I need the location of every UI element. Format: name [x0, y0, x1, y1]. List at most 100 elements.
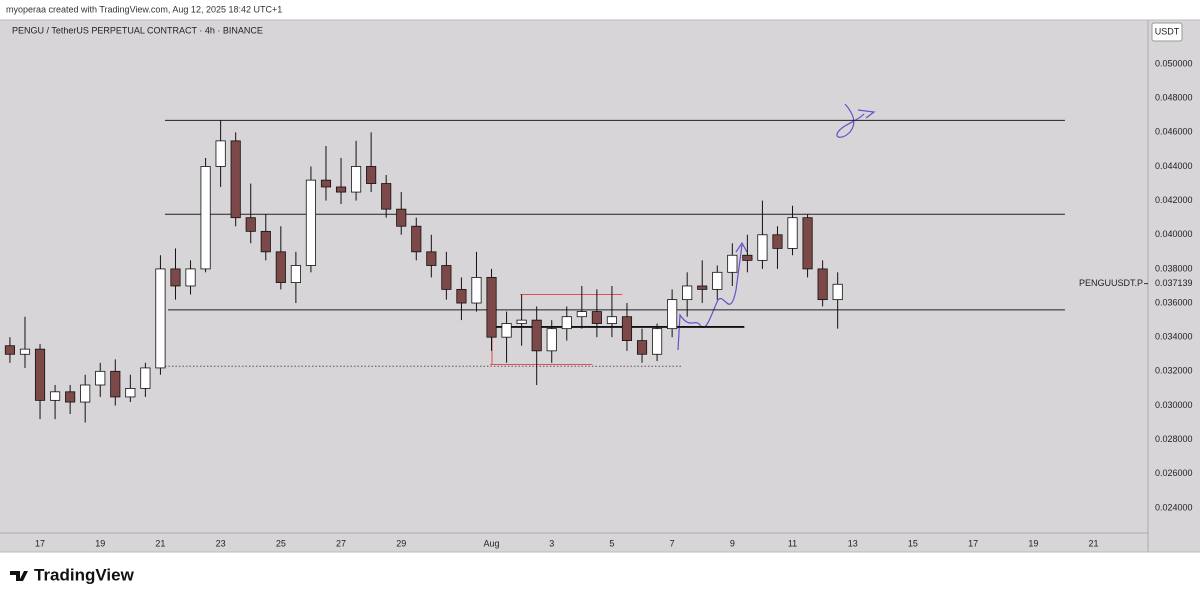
x-tick-label: 5: [609, 538, 614, 548]
x-tick-label: Aug: [484, 538, 500, 548]
candle-body: [531, 319, 542, 352]
candle-body: [396, 208, 407, 227]
candle-body: [757, 234, 768, 261]
candle-body: [290, 265, 301, 283]
candle-body: [832, 283, 843, 301]
candle-body: [742, 254, 753, 261]
x-tick-label: 23: [216, 538, 226, 548]
candle-body: [426, 251, 437, 266]
y-tick-label: 0.050000: [1155, 58, 1193, 68]
price-axis-background: [1148, 20, 1200, 552]
x-tick-label: 21: [1089, 538, 1099, 548]
x-tick-label: 13: [848, 538, 858, 548]
candle-body: [34, 348, 46, 401]
candle-body: [802, 217, 813, 270]
candle-body: [486, 277, 497, 338]
candle-body: [320, 179, 332, 188]
candle-body: [110, 370, 121, 398]
candle-body: [441, 265, 452, 290]
chart-title: PENGU / TetherUS PERPETUAL CONTRACT · 4h…: [12, 25, 263, 35]
y-tick-label: 0.032000: [1155, 366, 1193, 376]
x-tick-label: 19: [95, 538, 105, 548]
candle-body: [140, 367, 151, 389]
candle-body: [561, 316, 572, 330]
candle-body: [516, 319, 527, 324]
candle-body: [381, 183, 392, 210]
candle-body: [621, 316, 633, 342]
y-tick-label: 0.042000: [1155, 195, 1193, 205]
candle-body: [215, 140, 226, 167]
y-tick-label: 0.024000: [1155, 502, 1193, 512]
candle-body: [245, 217, 256, 232]
x-tick-label: 9: [730, 538, 735, 548]
header: myoperaa created with TradingView.com, A…: [6, 4, 282, 14]
candle-body: [4, 345, 15, 355]
x-tick-label: 27: [336, 538, 346, 548]
currency: USDT: [1155, 26, 1180, 36]
freehand-drawing: [836, 103, 876, 138]
candle-body: [411, 225, 422, 253]
symbol-label: PENGUUSDT.P: [1079, 278, 1143, 288]
x-tick-label: 11: [788, 538, 797, 548]
candle-body: [260, 230, 271, 253]
candle-body: [456, 288, 467, 304]
x-tick-label: 3: [549, 538, 554, 548]
candle-body: [576, 311, 587, 318]
candle-body: [366, 166, 377, 184]
candle-body: [50, 391, 61, 401]
candle-body: [80, 384, 91, 403]
candle-body: [95, 370, 106, 386]
y-tick-label: 0.048000: [1155, 93, 1193, 103]
y-tick-label: 0.028000: [1155, 434, 1193, 444]
x-tick-label: 7: [670, 538, 675, 548]
candle-body: [727, 254, 738, 273]
candle-body: [712, 271, 723, 290]
x-tick-label: 25: [276, 538, 286, 548]
candle-body: [606, 316, 617, 324]
candle-body: [471, 277, 482, 304]
candle-body: [697, 285, 708, 290]
logo-icon: [10, 571, 28, 581]
y-tick-label: 0.036000: [1155, 297, 1193, 307]
freehand-drawing: [677, 241, 748, 351]
candle-body: [275, 251, 286, 283]
y-tick-label: 0.038000: [1155, 263, 1193, 273]
x-tick-label: 21: [155, 538, 165, 548]
x-tick-label: 17: [35, 538, 45, 548]
y-tick-label: 0.030000: [1155, 400, 1193, 410]
candle-body: [351, 166, 362, 193]
logo: TradingView: [10, 565, 135, 584]
currency-box: [1151, 22, 1183, 42]
x-tick-label: 15: [908, 538, 918, 548]
last-price-label: 0.037139: [1155, 278, 1193, 288]
candle-body: [335, 186, 347, 193]
x-tick-label: 19: [1028, 538, 1038, 548]
candle-body: [305, 179, 316, 266]
candle-body: [185, 268, 196, 287]
y-tick-label: 0.044000: [1155, 161, 1193, 171]
candle-body: [787, 217, 798, 249]
y-tick-label: 0.026000: [1155, 468, 1193, 478]
candle-body: [667, 299, 678, 330]
candle-body: [546, 328, 557, 352]
candle-body: [501, 323, 512, 338]
x-tick-label: 29: [396, 538, 406, 548]
y-tick-label: 0.046000: [1155, 127, 1193, 137]
candle-body: [591, 311, 602, 324]
candle-body: [155, 268, 166, 369]
candle-body: [652, 328, 663, 355]
candle-body: [817, 268, 828, 301]
candle-body: [170, 268, 181, 287]
brand: TradingView: [34, 565, 135, 584]
candle-body: [19, 348, 31, 355]
candle-body: [65, 391, 76, 403]
candle-body: [636, 340, 648, 355]
candle-body: [230, 140, 241, 219]
candle-body: [682, 285, 693, 301]
candle-body: [125, 388, 136, 398]
y-tick-label: 0.040000: [1155, 229, 1193, 239]
x-tick-label: 17: [968, 538, 978, 548]
candle-body: [772, 234, 783, 249]
